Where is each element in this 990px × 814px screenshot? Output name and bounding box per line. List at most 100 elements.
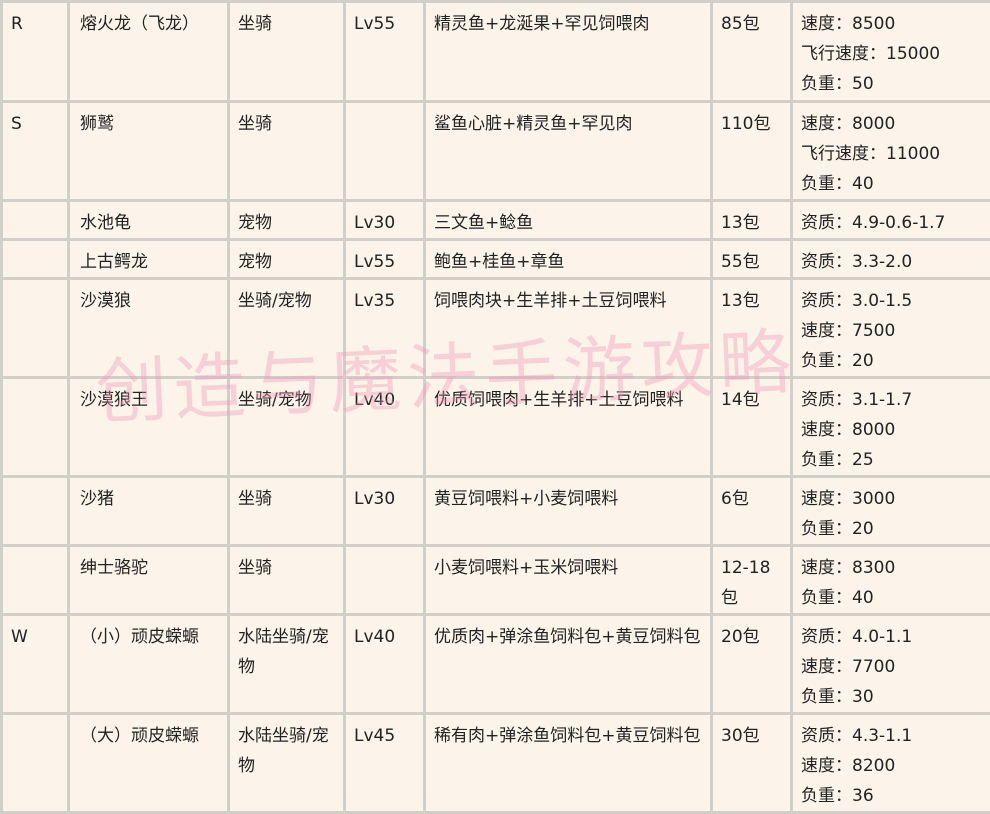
attribute-line: 资质：3.1-1.7 <box>801 385 984 415</box>
name-cell: 熔火龙（飞龙） <box>69 2 229 102</box>
attribute-line: 资质：4.3-1.1 <box>801 721 984 751</box>
name-cell: 沙猪 <box>69 477 229 546</box>
attributes-cell: 资质：3.3-2.0 <box>792 240 990 279</box>
type-cell: 坐骑 <box>229 2 345 102</box>
name-cell: 沙漠狼 <box>69 279 229 378</box>
letter-cell <box>2 378 69 477</box>
type-cell: 坐骑 <box>229 102 345 201</box>
type-cell: 宠物 <box>229 240 345 279</box>
attribute-line: 速度：8000 <box>801 109 984 139</box>
attribute-line: 负重：20 <box>801 346 984 376</box>
amount-cell: 13包 <box>712 279 792 378</box>
level-cell: Lv40 <box>345 378 425 477</box>
food-cell: 三文鱼+鲶鱼 <box>425 201 712 240</box>
amount-cell: 85包 <box>712 2 792 102</box>
attribute-line: 速度：8300 <box>801 553 984 583</box>
attribute-line: 速度：8000 <box>801 415 984 445</box>
attribute-line: 资质：4.9-0.6-1.7 <box>801 208 984 238</box>
type-cell: 坐骑 <box>229 546 345 615</box>
attribute-line: 速度：3000 <box>801 484 984 514</box>
level-cell: Lv55 <box>345 2 425 102</box>
food-cell: 优质饲喂肉+生羊排+土豆饲喂料 <box>425 378 712 477</box>
level-cell: Lv30 <box>345 477 425 546</box>
food-cell: 稀有肉+弹涂鱼饲料包+黄豆饲料包 <box>425 714 712 813</box>
food-cell: 鲍鱼+桂鱼+章鱼 <box>425 240 712 279</box>
type-cell: 水陆坐骑/宠物 <box>229 714 345 813</box>
amount-cell: 6包 <box>712 477 792 546</box>
amount-cell: 13包 <box>712 201 792 240</box>
letter-cell <box>2 279 69 378</box>
level-cell: Lv30 <box>345 201 425 240</box>
food-cell: 黄豆饲喂料+小麦饲喂料 <box>425 477 712 546</box>
food-cell: 饲喂肉块+生羊排+土豆饲喂料 <box>425 279 712 378</box>
level-cell: Lv35 <box>345 279 425 378</box>
letter-cell <box>2 477 69 546</box>
amount-cell: 110包 <box>712 102 792 201</box>
letter-cell: W <box>2 615 69 714</box>
attribute-line: 负重：20 <box>801 514 984 544</box>
attribute-line: 资质：3.0-1.5 <box>801 286 984 316</box>
attribute-line: 速度：8500 <box>801 9 984 39</box>
amount-cell: 20包 <box>712 615 792 714</box>
food-cell: 优质肉+弹涂鱼饲料包+黄豆饲料包 <box>425 615 712 714</box>
name-cell: 上古鳄龙 <box>69 240 229 279</box>
attribute-line: 资质：4.0-1.1 <box>801 622 984 652</box>
attributes-cell: 资质：4.9-0.6-1.7 <box>792 201 990 240</box>
amount-cell: 30包 <box>712 714 792 813</box>
level-cell <box>345 546 425 615</box>
attribute-line: 速度：7500 <box>801 316 984 346</box>
amount-cell: 14包 <box>712 378 792 477</box>
food-cell: 精灵鱼+龙涎果+罕见饲喂肉 <box>425 2 712 102</box>
name-cell: 狮鹫 <box>69 102 229 201</box>
attribute-line: 负重：25 <box>801 445 984 475</box>
attribute-line: 飞行速度：11000 <box>801 139 984 169</box>
type-cell: 宠物 <box>229 201 345 240</box>
level-cell: Lv55 <box>345 240 425 279</box>
level-cell: Lv45 <box>345 714 425 813</box>
attribute-line: 资质：3.3-2.0 <box>801 247 984 277</box>
type-cell: 水陆坐骑/宠物 <box>229 615 345 714</box>
type-cell: 坐骑/宠物 <box>229 378 345 477</box>
food-cell: 鲨鱼心脏+精灵鱼+罕见肉 <box>425 102 712 201</box>
amount-cell: 55包 <box>712 240 792 279</box>
amount-cell: 12-18包 <box>712 546 792 615</box>
level-cell <box>345 102 425 201</box>
attribute-line: 速度：7700 <box>801 652 984 682</box>
letter-cell <box>2 546 69 615</box>
attribute-line: 负重：40 <box>801 583 984 613</box>
food-cell: 小麦饲喂料+玉米饲喂料 <box>425 546 712 615</box>
name-cell: （大）顽皮蝾螈 <box>69 714 229 813</box>
attribute-line: 速度：8200 <box>801 751 984 781</box>
name-cell: 水池龟 <box>69 201 229 240</box>
level-cell: Lv40 <box>345 615 425 714</box>
letter-cell: S <box>2 102 69 201</box>
letter-cell: R <box>2 2 69 102</box>
name-cell: （小）顽皮蝾螈 <box>69 615 229 714</box>
type-cell: 坐骑 <box>229 477 345 546</box>
attribute-line: 负重：36 <box>801 781 984 811</box>
letter-cell <box>2 201 69 240</box>
attribute-line: 负重：40 <box>801 169 984 199</box>
attribute-line: 负重：30 <box>801 682 984 712</box>
letter-cell <box>2 240 69 279</box>
attribute-line: 飞行速度：15000 <box>801 39 984 69</box>
name-cell: 沙漠狼王 <box>69 378 229 477</box>
